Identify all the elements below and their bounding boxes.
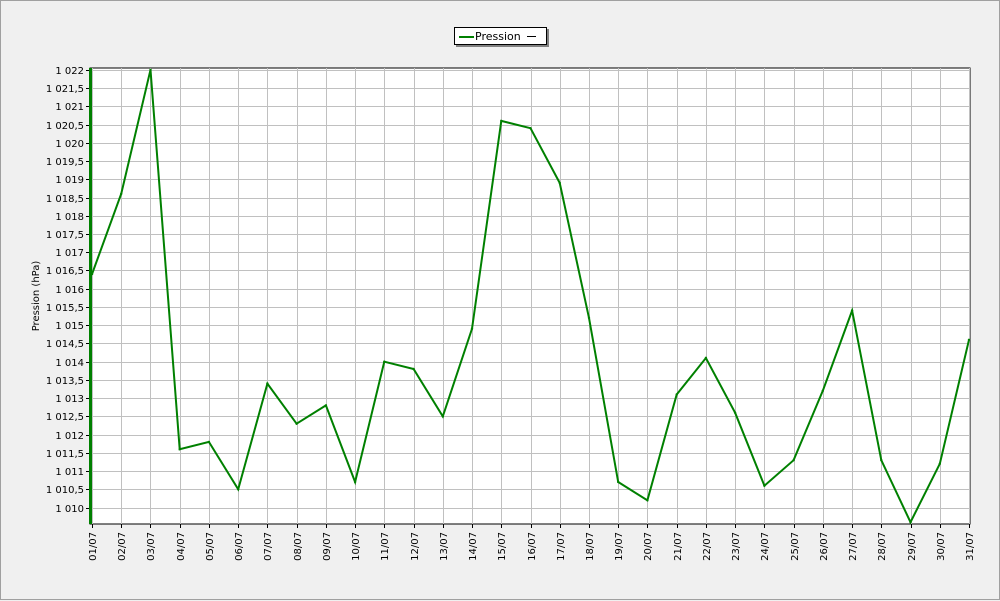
data-point bbox=[470, 327, 474, 330]
x-tick-label: 08/07 bbox=[293, 532, 304, 561]
y-tick-label: 1 011 bbox=[55, 467, 84, 478]
x-tick-label: 14/07 bbox=[468, 532, 479, 561]
data-point bbox=[353, 480, 357, 484]
y-tick-label: 1 011,5 bbox=[46, 449, 84, 460]
x-tick-label: 24/07 bbox=[760, 532, 771, 561]
series-layer bbox=[90, 68, 971, 525]
y-axis-ticks: 1 010 1 010,5 1 011 1 011,5 1 012 1 012,5 1 01… bbox=[46, 66, 90, 515]
x-tick-label: 11/07 bbox=[380, 532, 391, 561]
data-point bbox=[792, 459, 795, 462]
data-point bbox=[237, 488, 240, 491]
data-point bbox=[149, 68, 152, 72]
x-tick-label: 27/07 bbox=[848, 532, 859, 561]
x-tick-label: 30/07 bbox=[936, 532, 947, 561]
x-tick-label: 26/07 bbox=[819, 532, 830, 561]
x-tick-label: 12/07 bbox=[410, 532, 421, 561]
data-point bbox=[967, 338, 971, 341]
x-tick-label: 20/07 bbox=[643, 532, 654, 561]
y-tick-label: 1 016 bbox=[55, 285, 84, 296]
y-tick-label: 1 010,5 bbox=[46, 485, 84, 496]
data-point bbox=[383, 360, 386, 363]
x-tick-label: 01/07 bbox=[88, 532, 99, 561]
legend: Pression bbox=[454, 27, 547, 45]
x-tick-label: 17/07 bbox=[556, 532, 567, 561]
data-point bbox=[178, 448, 181, 451]
data-point bbox=[938, 462, 941, 465]
data-point bbox=[617, 480, 620, 484]
data-point bbox=[295, 422, 298, 425]
y-tick-label: 1 013 bbox=[55, 394, 84, 405]
x-tick-label: 03/07 bbox=[146, 532, 157, 561]
data-point bbox=[207, 440, 211, 444]
y-tick-label: 1 014,5 bbox=[46, 339, 84, 350]
x-axis-ticks: 01/07 02/07 03/07 04/07 05/07 06/07 07/07 08/07… bbox=[88, 524, 976, 561]
legend-swatch-pression bbox=[459, 36, 474, 38]
data-point bbox=[120, 192, 123, 196]
data-point bbox=[646, 499, 649, 502]
x-tick-label: 28/07 bbox=[877, 532, 888, 561]
x-tick-label: 19/07 bbox=[614, 532, 625, 561]
x-tick-label: 22/07 bbox=[702, 532, 713, 561]
y-tick-label: 1 018,5 bbox=[46, 194, 84, 205]
x-tick-label: 16/07 bbox=[527, 532, 538, 561]
x-tick-label: 02/07 bbox=[117, 532, 128, 561]
x-tick-label: 05/07 bbox=[205, 532, 216, 561]
x-tick-label: 21/07 bbox=[673, 532, 684, 561]
data-point bbox=[558, 181, 561, 185]
legend-label-pression: Pression bbox=[475, 30, 521, 43]
data-point bbox=[500, 119, 503, 123]
data-point bbox=[529, 127, 532, 130]
y-tick-label: 1 021,5 bbox=[46, 84, 84, 95]
y-tick-label: 1 019 bbox=[55, 175, 84, 186]
data-point bbox=[880, 459, 883, 462]
x-tick-label: 07/07 bbox=[263, 532, 274, 561]
y-tick-label: 1 015 bbox=[55, 321, 84, 332]
x-tick-label: 31/07 bbox=[965, 532, 976, 561]
y-tick-label: 1 017,5 bbox=[46, 230, 84, 241]
y-tick-label: 1 013,5 bbox=[46, 376, 84, 387]
plot-area bbox=[89, 67, 971, 525]
x-tick-label: 18/07 bbox=[585, 532, 596, 561]
y-tick-label: 1 012,5 bbox=[46, 412, 84, 423]
y-tick-label: 1 016,5 bbox=[46, 266, 84, 277]
data-point bbox=[821, 389, 824, 392]
y-tick-label: 1 017 bbox=[55, 248, 84, 259]
data-point bbox=[266, 382, 269, 385]
gridlines bbox=[90, 68, 970, 524]
y-tick-label: 1 010 bbox=[55, 504, 84, 515]
data-point bbox=[675, 393, 678, 396]
legend-dash-icon bbox=[527, 36, 536, 37]
y-axis-label: Pression (hPa) bbox=[31, 261, 42, 332]
y-tick-label: 1 019,5 bbox=[46, 157, 84, 168]
x-tick-label: 23/07 bbox=[731, 532, 742, 561]
data-point bbox=[587, 316, 591, 320]
y-tick-label: 1 012 bbox=[55, 431, 84, 442]
y-tick-label: 1 021 bbox=[55, 102, 84, 113]
data-point bbox=[441, 415, 444, 418]
x-tick-label: 13/07 bbox=[439, 532, 450, 561]
x-tick-label: 06/07 bbox=[234, 532, 245, 561]
data-point bbox=[909, 521, 912, 524]
data-point bbox=[733, 411, 737, 414]
data-point bbox=[324, 404, 328, 407]
y-tick-label: 1 020 bbox=[55, 139, 84, 150]
y-tick-label: 1 018 bbox=[55, 212, 84, 223]
x-tick-label: 04/07 bbox=[176, 532, 187, 561]
x-tick-label: 25/07 bbox=[790, 532, 801, 561]
y-tick-label: 1 022 bbox=[55, 66, 84, 77]
data-point bbox=[704, 356, 708, 360]
data-point bbox=[850, 309, 854, 312]
y-tick-label: 1 020,5 bbox=[46, 121, 84, 132]
y-tick-label: 1 015,5 bbox=[46, 303, 84, 314]
data-point bbox=[412, 367, 415, 371]
data-point bbox=[763, 484, 766, 487]
x-tick-label: 29/07 bbox=[907, 532, 918, 561]
x-tick-label: 15/07 bbox=[497, 532, 508, 561]
x-tick-label: 09/07 bbox=[322, 532, 333, 561]
x-tick-label: 10/07 bbox=[351, 532, 362, 561]
y-tick-label: 1 014 bbox=[55, 358, 84, 369]
